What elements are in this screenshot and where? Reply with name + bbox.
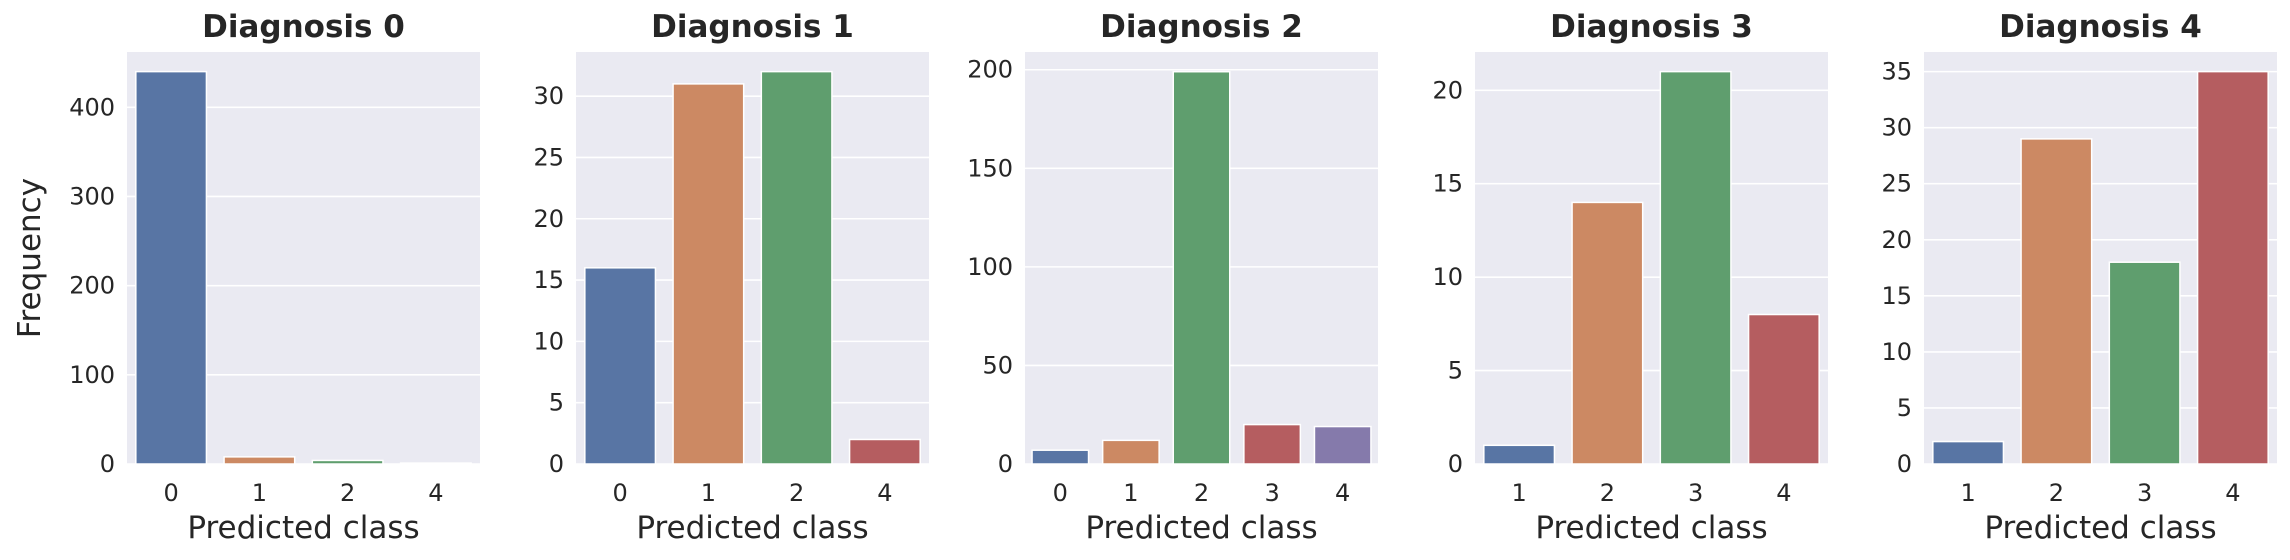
x-tick-label: 4 (1335, 479, 1350, 507)
x-tick-label: 1 (1123, 479, 1138, 507)
y-tick-label: 200 (69, 272, 115, 300)
y-tick-label: 25 (533, 143, 564, 171)
y-tick-label: 300 (69, 182, 115, 210)
bar-1 (1932, 440, 2005, 465)
y-tick-label: 35 (1881, 58, 1912, 86)
x-tick-label: 3 (2137, 479, 2152, 507)
y-tick-label: 150 (967, 154, 1013, 182)
x-tick-label: 4 (877, 479, 892, 507)
x-tick-label: 2 (2049, 479, 2064, 507)
y-tick-label: 30 (1881, 114, 1912, 142)
chart-title: Diagnosis 3 (1550, 9, 1753, 45)
bar-1 (1483, 444, 1556, 465)
bar-3 (1243, 423, 1302, 465)
chart-title: Diagnosis 0 (202, 9, 405, 45)
bar-1 (223, 456, 296, 465)
x-axis-label: Predicted class (636, 510, 868, 546)
chart-panel-0: 0 100 200 300 400 0 1 2 4 Diagnosis 0 Predicted cl… (12, 9, 480, 546)
y-tick-label: 20 (533, 205, 564, 233)
y-tick-label: 20 (1432, 76, 1463, 104)
bar-2 (1571, 201, 1644, 465)
x-tick-label: 2 (789, 479, 804, 507)
bar-2 (2020, 138, 2093, 465)
bar-2 (1172, 70, 1231, 465)
bar-4 (848, 438, 921, 465)
bar-3 (1659, 70, 1732, 465)
y-tick-label: 20 (1881, 226, 1912, 254)
x-tick-label: 2 (340, 479, 355, 507)
x-tick-label: 1 (1960, 479, 1975, 507)
x-tick-label: 3 (1688, 479, 1703, 507)
y-tick-label: 5 (549, 389, 564, 417)
x-axis-label: Predicted class (1535, 510, 1767, 546)
chart-title: Diagnosis 4 (1999, 9, 2202, 45)
bar-4 (1747, 313, 1820, 465)
x-tick-label: 1 (701, 479, 716, 507)
y-tick-label: 5 (1897, 394, 1912, 422)
x-tick-label: 0 (1053, 479, 1068, 507)
y-tick-label: 100 (69, 361, 115, 389)
x-tick-label: 4 (428, 479, 443, 507)
y-tick-label: 0 (1897, 450, 1912, 478)
y-tick-label: 15 (1881, 282, 1912, 310)
y-tick-label: 100 (967, 253, 1013, 281)
chart-panel-3: 0 5 10 15 20 1 2 3 4 Diagnosis 3 Predicted class (1432, 9, 1828, 546)
x-axis-label: Predicted class (1085, 510, 1317, 546)
y-tick-label: 30 (533, 82, 564, 110)
y-tick-label: 25 (1881, 170, 1912, 198)
bar-2 (311, 459, 384, 465)
x-tick-label: 2 (1600, 479, 1615, 507)
chart-panel-2: 0 50 100 150 200 0 1 2 3 4 Diagnosis 2 Predicted cl… (967, 9, 1378, 546)
y-tick-label: 0 (998, 450, 1013, 478)
y-tick-label: 10 (1881, 338, 1912, 366)
y-tick-label: 50 (982, 351, 1013, 379)
y-tick-label: 400 (69, 93, 115, 121)
chart-panel-1: 0 5 10 15 20 25 30 0 1 2 4 Diagnosis 1 Predicted cla… (533, 9, 929, 546)
x-tick-label: 4 (1776, 479, 1791, 507)
y-tick-label: 0 (100, 450, 115, 478)
y-tick-label: 0 (1448, 450, 1463, 478)
y-tick-label: 10 (1432, 263, 1463, 291)
y-tick-label: 5 (1448, 357, 1463, 385)
y-tick-label: 15 (1432, 170, 1463, 198)
bar-2 (760, 70, 833, 465)
chart-title: Diagnosis 1 (651, 9, 854, 45)
y-tick-label: 200 (967, 56, 1013, 84)
y-axis-label: Frequency (12, 178, 48, 338)
x-tick-label: 3 (1264, 479, 1279, 507)
x-axis-label: Predicted class (1984, 510, 2216, 546)
x-tick-label: 1 (252, 479, 267, 507)
y-tick-label: 10 (533, 327, 564, 355)
x-tick-label: 0 (163, 479, 178, 507)
bar-0 (584, 267, 657, 465)
x-tick-label: 2 (1194, 479, 1209, 507)
x-tick-label: 0 (612, 479, 627, 507)
bar-0 (1031, 449, 1090, 465)
bar-4 (1313, 425, 1372, 465)
x-tick-label: 4 (2225, 479, 2240, 507)
x-axis-label: Predicted class (187, 510, 419, 546)
chart-panel-4: 0 5 10 15 20 25 30 35 1 2 3 4 Diagnosis 4 Predicted c… (1881, 9, 2277, 546)
bar-4 (399, 462, 472, 465)
bar-1 (672, 83, 745, 465)
chart-title: Diagnosis 2 (1100, 9, 1303, 45)
bar-3 (2108, 261, 2181, 465)
bar-0 (135, 70, 208, 465)
x-tick-label: 1 (1511, 479, 1526, 507)
bar-4 (2196, 70, 2269, 465)
y-tick-label: 0 (549, 450, 564, 478)
bar-1 (1101, 439, 1160, 465)
y-tick-label: 15 (533, 266, 564, 294)
